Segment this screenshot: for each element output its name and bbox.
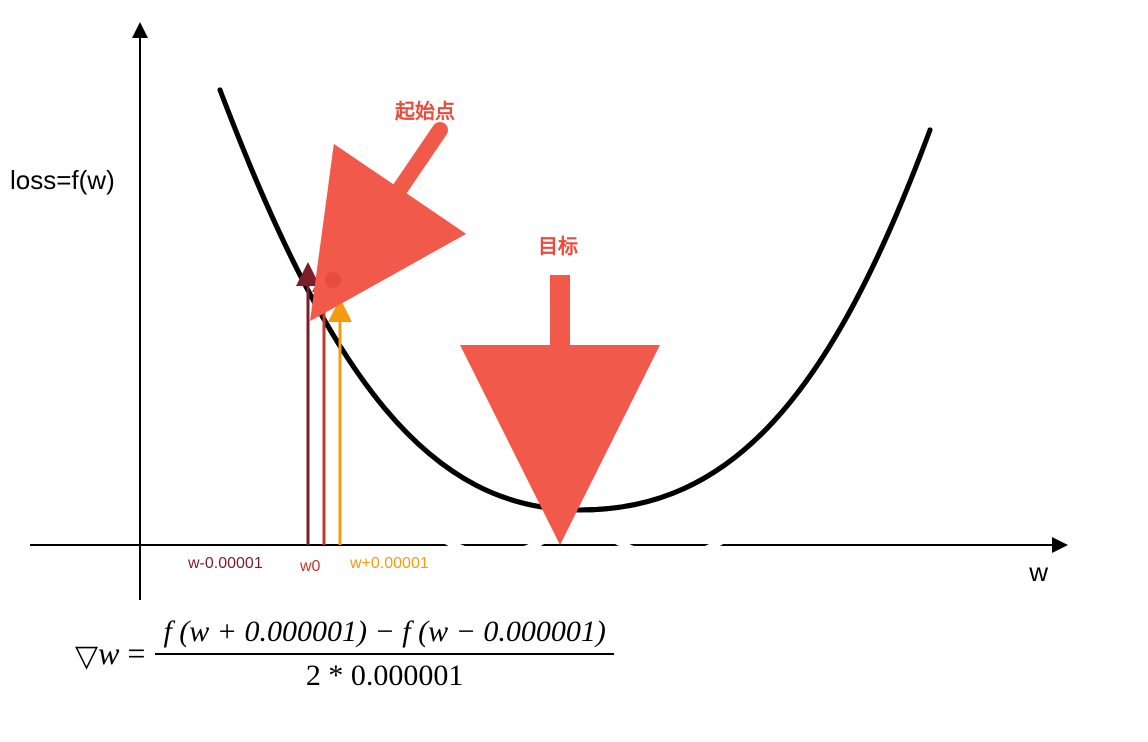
tick-w-plus: w+0.00001 [350,555,429,573]
y-axis-label: loss=f(w) [10,165,115,196]
x-axis-label: w [1029,557,1048,588]
start-dot [325,272,341,288]
gradient-formula: ▽w = f (w + 0.000001) − f (w − 0.000001)… [75,615,715,693]
tick-w-minus: w-0.00001 [188,555,263,573]
tick-w0: w0 [300,558,320,576]
target-label: 目标 [538,230,578,259]
formula-lhs: ▽w = [75,635,145,674]
formula-numerator: f (w + 0.000001) − f (w − 0.000001) [155,615,613,655]
formula-equals: = [119,635,145,671]
formula-var-w: w [98,635,119,671]
start-point-label: 起始点 [395,95,455,124]
nabla-symbol: ▽ [75,640,98,673]
formula-fraction: f (w + 0.000001) − f (w − 0.000001) 2 * … [155,615,613,693]
figure-root: loss=f(w) w 起始点 目标 w-0.00001 w0 w+0.0000… [0,0,1148,742]
plot-svg [0,0,1148,610]
formula-denominator: 2 * 0.000001 [155,655,613,693]
